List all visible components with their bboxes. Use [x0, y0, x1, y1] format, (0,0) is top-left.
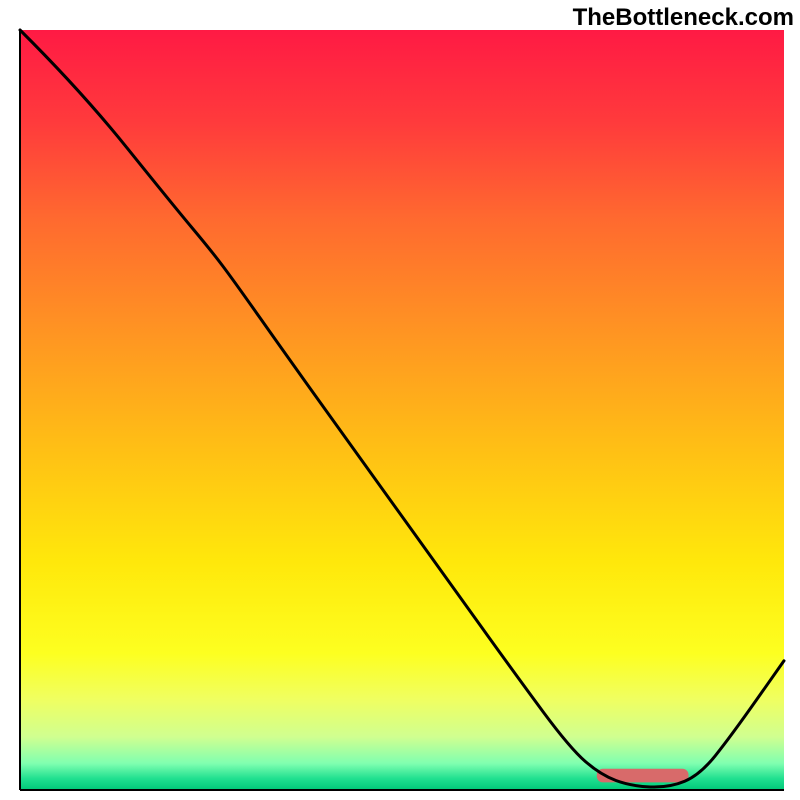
chart-container: TheBottleneck.com: [0, 0, 800, 800]
gradient-background: [20, 30, 784, 790]
bottleneck-chart: [0, 0, 800, 800]
attribution-text: TheBottleneck.com: [573, 4, 794, 32]
optimal-range-marker: [597, 769, 689, 783]
